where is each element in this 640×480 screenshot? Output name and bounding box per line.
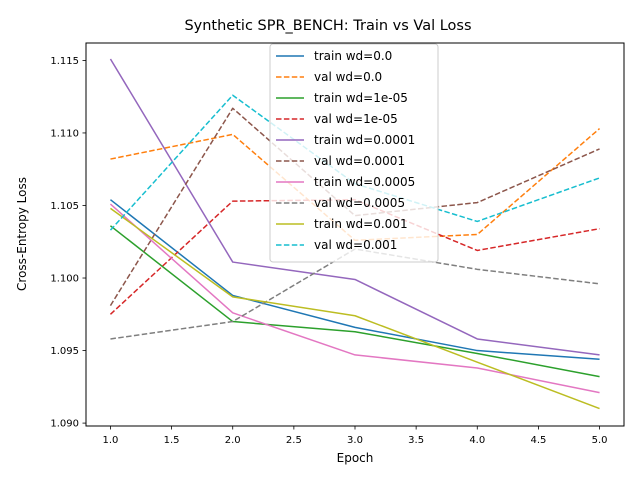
y-tick-label: 1.100 <box>50 274 79 285</box>
x-tick-label: 1.0 <box>103 435 119 446</box>
plot-lines <box>109 58 601 410</box>
y-tick-label: 1.115 <box>50 56 79 67</box>
y-tick-label: 1.095 <box>50 346 79 357</box>
x-tick-label: 2.5 <box>286 435 302 446</box>
y-tick-label: 1.110 <box>50 129 79 140</box>
x-axis-label: Epoch <box>337 451 374 465</box>
legend-label-2: train wd=1e-05 <box>314 91 408 105</box>
x-tick-label: 5.0 <box>592 435 608 446</box>
y-axis: 1.090 1.095 1.100 1.105 1.110 1.115 <box>50 56 86 430</box>
legend-frame <box>269 43 439 263</box>
x-tick-label: 1.5 <box>164 435 180 446</box>
legend-label-4: train wd=0.0001 <box>314 133 415 147</box>
legend-label-3: val wd=1e-05 <box>314 112 398 126</box>
legend-label-7: val wd=0.0005 <box>314 196 405 210</box>
legend-label-8: train wd=0.001 <box>314 217 408 231</box>
y-tick-label: 1.105 <box>50 201 79 212</box>
legend-label-1: val wd=0.0 <box>314 70 382 84</box>
y-tick-label: 1.090 <box>50 419 79 430</box>
series-line-2 <box>109 225 600 378</box>
x-tick-label: 3.5 <box>408 435 424 446</box>
x-tick-label: 4.0 <box>469 435 485 446</box>
series-line-0 <box>109 199 600 361</box>
series-line-5 <box>109 107 600 306</box>
chart-title: Synthetic SPR_BENCH: Train vs Val Loss <box>184 18 471 34</box>
series-line-7 <box>110 248 600 340</box>
x-tick-label: 3.0 <box>347 435 363 446</box>
series-line-8 <box>110 207 600 410</box>
legend-label-0: train wd=0.0 <box>314 49 392 63</box>
legend: train wd=0.0 val wd=0.0 train wd=1e-05 val … <box>269 43 439 263</box>
x-axis: 1.0 1.5 2.0 2.5 3.0 3.5 4.0 4.5 5.0 <box>103 426 608 446</box>
legend-label-6: train wd=0.0005 <box>314 175 415 189</box>
x-tick-label: 2.0 <box>225 435 241 446</box>
legend-label-9: val wd=0.001 <box>314 238 397 252</box>
y-axis-label: Cross-Entropy Loss <box>15 177 29 291</box>
legend-label-5: val wd=0.0001 <box>314 154 405 168</box>
series-line-4 <box>109 58 600 356</box>
series-line-6 <box>109 203 600 394</box>
x-tick-label: 4.5 <box>530 435 546 446</box>
